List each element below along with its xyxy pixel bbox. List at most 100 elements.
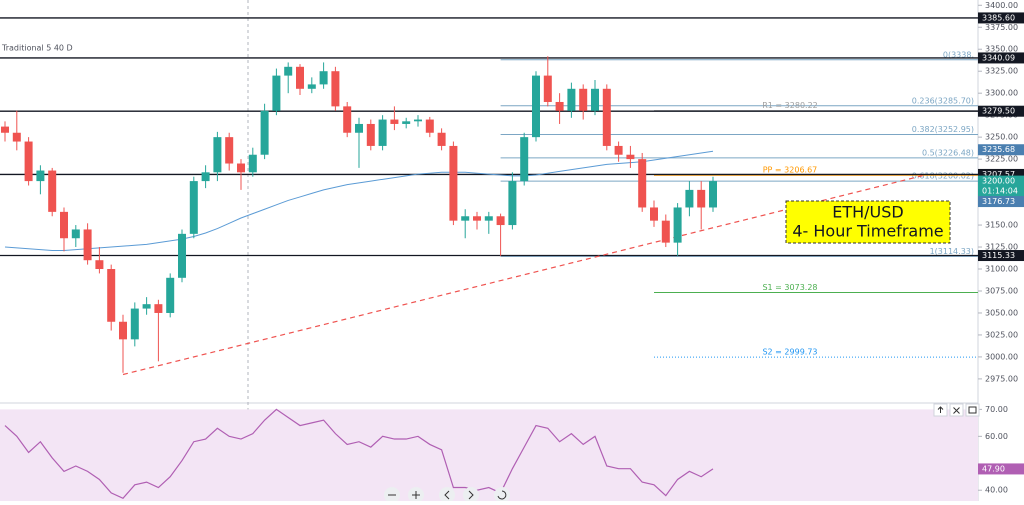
pivot-label: PP = 3206.67 [763, 166, 818, 175]
candle-body [331, 71, 340, 107]
icon [953, 407, 960, 414]
candle-body [697, 189, 706, 208]
price-label: 3176.73 [982, 197, 1015, 206]
icon [968, 406, 977, 414]
candle [673, 203, 682, 256]
candle-body [638, 159, 647, 208]
trendline [122, 174, 926, 376]
candle-body [95, 260, 104, 270]
rsi-tick-label: 70.00 [985, 405, 1008, 414]
price-label-bg [978, 105, 1024, 117]
candle [425, 116, 434, 138]
countdown-label: 01:14:04 [982, 187, 1018, 196]
button-maximize[interactable] [965, 403, 980, 417]
candle-body [473, 216, 481, 221]
y-tick-label: 3125.00 [985, 243, 1018, 252]
candle [225, 132, 234, 171]
candle-body [213, 137, 222, 173]
pane-buttons[interactable] [933, 403, 980, 417]
candle [248, 147, 257, 177]
candle-body [508, 181, 517, 226]
reset[interactable] [494, 487, 510, 503]
price-label-bg [978, 175, 1024, 198]
candle [201, 165, 210, 189]
price-label: 3200.00 [982, 177, 1015, 186]
candle [307, 77, 316, 94]
price-label: 3207.57 [982, 170, 1015, 179]
candle [166, 273, 175, 318]
candle [543, 56, 552, 107]
candle [685, 181, 694, 217]
candle [626, 145, 635, 168]
candle [1, 121, 9, 142]
candle [614, 141, 623, 162]
price-label-bg [978, 196, 1024, 208]
annotation-text: ETH/USD [832, 203, 904, 222]
candle [48, 167, 57, 217]
zoom-controls[interactable] [384, 487, 510, 503]
candle-body [532, 75, 540, 138]
candle-body [685, 189, 694, 208]
candle-body [24, 141, 33, 182]
candle-body [343, 106, 352, 133]
candle-body [520, 137, 529, 182]
annotation-text: 4- Hour Timeframe [792, 222, 943, 241]
candle-body [48, 170, 57, 212]
price-label: 3340.09 [982, 53, 1015, 62]
candle [461, 209, 470, 239]
price-label-bg [978, 250, 1024, 262]
candle [591, 80, 599, 116]
candle-body [248, 154, 257, 173]
y-tick-label: 3250.00 [985, 133, 1018, 142]
candle-body [602, 88, 611, 146]
pivot-label: R1 = 3280.22 [762, 101, 818, 110]
candle [402, 117, 411, 129]
candle [36, 165, 45, 195]
price-label: 3115.33 [982, 251, 1015, 260]
scroll-left[interactable] [439, 487, 455, 503]
rsi-tick-label: 60.00 [985, 432, 1008, 441]
candle [473, 211, 481, 230]
candle-body [166, 277, 175, 313]
candle [414, 115, 422, 127]
y-tick-label: 3050.00 [985, 308, 1018, 317]
candle [555, 93, 564, 124]
candle [213, 131, 222, 182]
candle-body [355, 123, 363, 133]
candle [331, 66, 340, 111]
candle [71, 225, 80, 248]
candle-body [579, 88, 588, 111]
y-tick-label: 3225.00 [985, 155, 1018, 164]
candle-body [390, 119, 399, 124]
y-tick-label: 3375.00 [985, 23, 1018, 32]
candle [437, 128, 446, 151]
candle [496, 213, 505, 256]
candle-body [366, 123, 375, 146]
candle-body [237, 163, 245, 173]
candle [567, 82, 576, 118]
candle [449, 141, 458, 226]
candle [532, 71, 540, 142]
candle-body [201, 172, 210, 182]
candle [154, 299, 163, 362]
candle-body [142, 304, 151, 309]
candle [602, 84, 611, 151]
candle-body [673, 207, 682, 243]
candle-body [272, 75, 281, 111]
candle [296, 64, 304, 95]
candle-body [461, 216, 470, 221]
candle-body [650, 207, 658, 221]
candle-body [709, 181, 717, 208]
y-tick-label: 3400.00 [985, 1, 1018, 10]
scroll-right[interactable] [463, 487, 479, 503]
price-label: 3385.60 [982, 13, 1015, 22]
price-label-bg [978, 168, 1024, 180]
candle [709, 176, 717, 212]
candle-body [496, 216, 505, 226]
candle-body [225, 137, 234, 164]
icon [412, 491, 420, 499]
icon [468, 490, 474, 500]
y-tick-label: 3075.00 [985, 286, 1018, 295]
candle [107, 264, 116, 331]
